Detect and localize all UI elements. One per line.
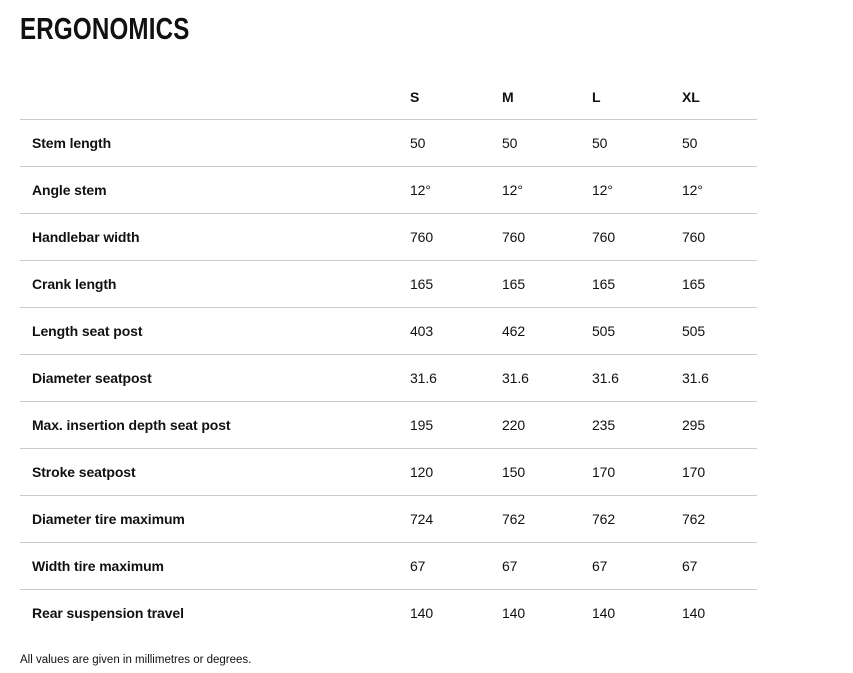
cell-value: 12°	[502, 166, 592, 214]
ergonomics-table: S M L XL Stem length 50 50 50 50 Angle s…	[20, 74, 757, 636]
cell-value: 195	[410, 401, 502, 449]
cell-value: 50	[410, 119, 502, 167]
table-row: Diameter seatpost 31.6 31.6 31.6 31.6	[20, 354, 757, 402]
cell-value: 12°	[410, 166, 502, 214]
cell-value: 295	[682, 401, 757, 449]
cell-value: 31.6	[410, 354, 502, 402]
cell-value: 165	[682, 260, 757, 308]
cell-value: 462	[502, 307, 592, 355]
cell-value: 235	[592, 401, 682, 449]
row-label: Stroke seatpost	[20, 448, 410, 496]
row-label: Diameter tire maximum	[20, 495, 410, 543]
row-label: Length seat post	[20, 307, 410, 355]
cell-value: 150	[502, 448, 592, 496]
cell-value: 67	[682, 542, 757, 590]
table-row: Diameter tire maximum 724 762 762 762	[20, 495, 757, 543]
cell-value: 120	[410, 448, 502, 496]
cell-value: 140	[682, 605, 706, 621]
cell-value: 403	[410, 307, 502, 355]
page-title: ERGONOMICS	[20, 11, 190, 46]
table-row: Handlebar width 760 760 760 760	[20, 213, 757, 261]
cell-value: 31.6	[592, 354, 682, 402]
table-row: Angle stem 12° 12° 12° 12°	[20, 166, 757, 214]
cell-value: 762	[592, 495, 682, 543]
cell-value: 12°	[592, 166, 682, 214]
cell-value: 170	[592, 448, 682, 496]
cell-value: 50	[502, 119, 592, 167]
cell-value: 67	[592, 542, 682, 590]
cell-value: 140	[592, 605, 616, 621]
cell-value: 140	[410, 605, 434, 621]
table-header-row: S M L XL	[20, 74, 757, 120]
cell-value: 140	[502, 605, 526, 621]
cell-value: 31.6	[682, 354, 757, 402]
table-row: Crank length 165 165 165 165	[20, 260, 757, 308]
cell-value: 165	[502, 260, 592, 308]
table-row: Width tire maximum 67 67 67 67	[20, 542, 757, 590]
column-header-xl: XL	[682, 74, 757, 120]
table-row: Rear suspension travel 140 140 140 140	[20, 590, 757, 637]
table-row: Stem length 50 50 50 50	[20, 119, 757, 167]
cell-value: 505	[592, 307, 682, 355]
cell-value: 67	[502, 542, 592, 590]
table-body: Stem length 50 50 50 50 Angle stem 12° 1…	[20, 119, 757, 637]
cell-value: 67	[410, 542, 502, 590]
cell-value: 760	[682, 213, 757, 261]
cell-value: 762	[502, 495, 592, 543]
cell-value: 762	[682, 495, 757, 543]
ergonomics-section: ERGONOMICS S M L XL Stem length 50 50 50	[0, 13, 853, 673]
cell-value: 165	[410, 260, 502, 308]
row-label: Rear suspension travel	[32, 605, 184, 621]
row-label: Handlebar width	[20, 213, 410, 261]
cell-value: 50	[592, 119, 682, 167]
row-label: Diameter seatpost	[20, 354, 410, 402]
column-header-m: M	[502, 74, 592, 120]
table-row: Length seat post 403 462 505 505	[20, 307, 757, 355]
cell-value: 724	[410, 495, 502, 543]
row-label: Width tire maximum	[20, 542, 410, 590]
cell-value: 170	[682, 448, 757, 496]
cell-value: 12°	[682, 166, 757, 214]
cell-value: 165	[592, 260, 682, 308]
table-row: Stroke seatpost 120 150 170 170	[20, 448, 757, 496]
cell-value: 220	[502, 401, 592, 449]
cell-value: 50	[682, 119, 757, 167]
cell-value: 31.6	[502, 354, 592, 402]
column-header-s: S	[410, 74, 502, 120]
cell-value: 760	[502, 213, 592, 261]
cell-value: 505	[682, 307, 757, 355]
row-label: Stem length	[20, 119, 410, 167]
cell-value: 760	[592, 213, 682, 261]
column-header-l: L	[592, 74, 682, 120]
row-label: Crank length	[20, 260, 410, 308]
footnote: All values are given in millimetres or d…	[20, 654, 252, 666]
table-row: Max. insertion depth seat post 195 220 2…	[20, 401, 757, 449]
header-spacer	[20, 74, 410, 120]
row-label: Angle stem	[20, 166, 410, 214]
row-label: Max. insertion depth seat post	[20, 401, 410, 449]
cell-value: 760	[410, 213, 502, 261]
